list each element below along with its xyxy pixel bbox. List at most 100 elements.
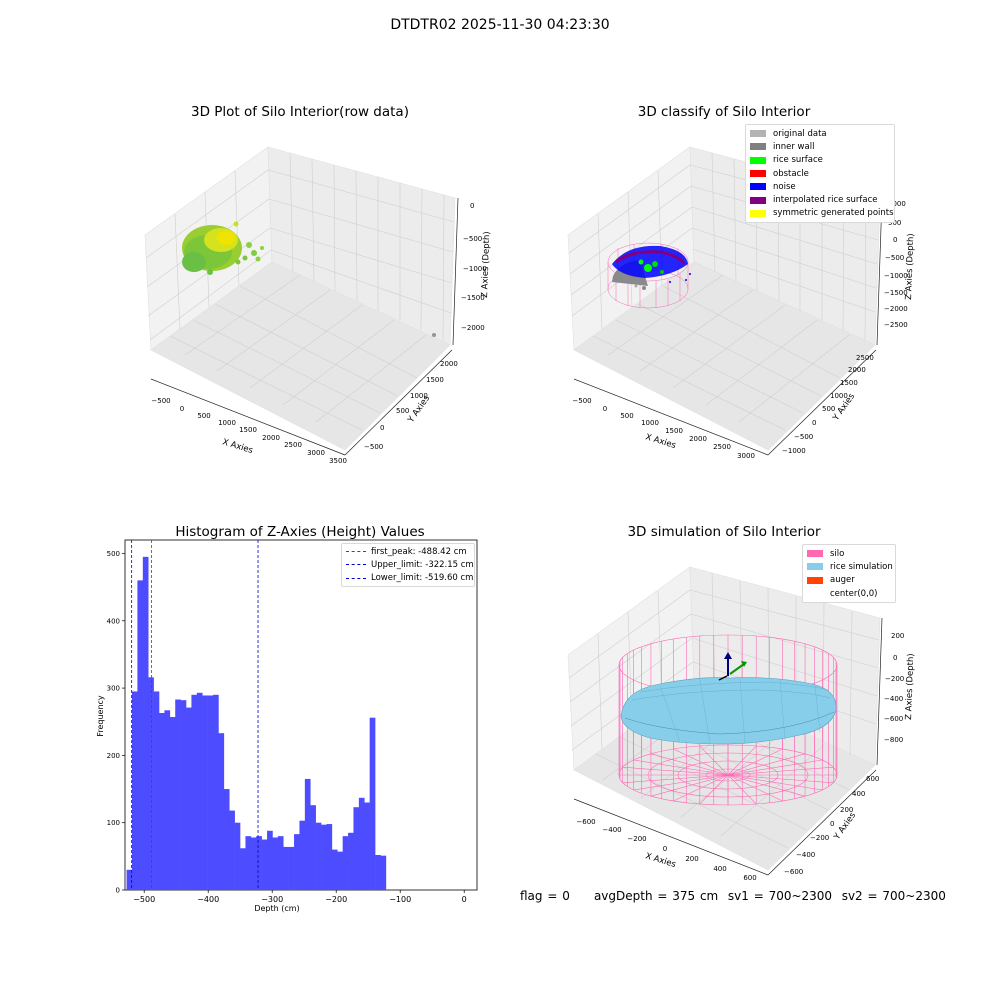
p4-ytick-4: 200 (840, 806, 853, 814)
histogram-bar (304, 778, 311, 890)
histogram-bar (202, 695, 208, 890)
panel4-3d-axes: −600 −400 −200 0 200 400 600 −600 −400 −… (567, 566, 916, 882)
legend-item-rice-surface: rice surface (746, 154, 894, 167)
legend-item-original: original data (746, 127, 894, 140)
p1-xtick-7: 3000 (307, 449, 325, 457)
histogram-bar (326, 824, 333, 890)
p1-ytick-4: 1500 (426, 376, 444, 384)
panel3-histogram: 0 100 200 300 400 500 −500 −400 −300 −200 −100 0 D… (96, 539, 478, 913)
sv1-value: sv1 = 700~2300 (727, 889, 833, 903)
legend-swatch-auger (807, 576, 823, 584)
p2-xtick-5: 2000 (689, 435, 707, 443)
p4-xtick-5: 400 (713, 865, 726, 873)
histogram-bar (331, 849, 338, 890)
p4-xtick-1: −400 (602, 826, 621, 834)
silo-wire-spoke (622, 766, 729, 776)
silo-wire-spoke (650, 753, 729, 776)
p4-ytick-2: −200 (810, 834, 829, 842)
histogram-bar (240, 848, 246, 890)
p2-ytick-0: −1000 (782, 447, 806, 455)
silo-wire-spoke (727, 759, 823, 776)
p4-ztick-5: −800 (884, 736, 903, 744)
p1-ytick-1: 0 (380, 424, 384, 432)
p2-ztick-1: 500 (888, 219, 901, 227)
legend-swatch-rice-surface (750, 156, 766, 164)
p4-xtick-6: 600 (743, 874, 756, 882)
panel4-title: 3D simulation of Silo Interior (627, 524, 821, 540)
silo-wire-spoke (727, 748, 783, 776)
panel4-tick-labels: −600 −400 −200 0 200 400 600 −600 −400 −… (576, 632, 904, 882)
histogram-bar (272, 837, 279, 890)
panel2-legend: original data inner wall rice surface ob… (745, 124, 895, 224)
histogram-bar (337, 851, 343, 890)
p1-ytick-3: 1000 (410, 392, 428, 400)
histogram-bar (375, 855, 381, 890)
histogram-bar (159, 712, 165, 890)
p4-ztick-0: 200 (891, 632, 904, 640)
legend-item-lower-limit: Lower_limit: -519.60 cm (342, 572, 474, 585)
sv2-value: sv2 = 700~2300 (841, 889, 946, 903)
silo-wire-spoke (673, 774, 729, 802)
panel1-title: 3D Plot of Silo Interior(row data) (191, 104, 409, 120)
histogram-bar (348, 832, 354, 890)
histogram-xtick-label: −200 (325, 895, 347, 904)
histogram-legend: first_peak: -488.42 cm Upper_limit: -322… (341, 543, 475, 587)
legend-item-silo: silo (803, 547, 895, 560)
histogram-bar (277, 836, 284, 890)
p2-ytick-4: 1000 (830, 392, 848, 400)
p1-xtick-0: −500 (151, 397, 170, 405)
histogram-bar (213, 694, 219, 890)
histogram-bar (196, 692, 203, 890)
panel2-title: 3D classify of Silo Interior (637, 104, 811, 120)
silo-wire-spoke (727, 774, 806, 797)
p1-xtick-4: 1500 (239, 426, 257, 434)
histogram-bar (137, 580, 144, 890)
silo-wire-spoke (650, 774, 729, 797)
histogram-xtick-label: −100 (389, 895, 411, 904)
p1-zlabel: Z Axies (Depth) (480, 231, 492, 298)
p1-xtick-6: 2500 (284, 441, 302, 449)
silo-wire-spoke (673, 748, 729, 776)
histogram-bar (148, 677, 154, 890)
histogram-bar (180, 700, 187, 890)
p2-xtick-4: 1500 (665, 427, 683, 435)
histogram-ytick-label: 500 (107, 550, 120, 558)
p2-ztick-5: −1500 (884, 289, 908, 297)
p2-ztick-3: −500 (885, 254, 904, 262)
panel1-tick-labels: −500 0 500 1000 1500 2000 2500 3000 3500… (151, 202, 486, 465)
histogram-ytick-label: 400 (107, 617, 120, 625)
silo-wire-spoke (622, 774, 729, 784)
p2-ytick-2: 0 (812, 419, 816, 427)
legend-item-obstacle: obstacle (746, 167, 894, 180)
panel4-legend: silo rice simulation auger center(0,0) (802, 544, 896, 604)
flag-value: flag = 0 (520, 889, 570, 903)
p2-ytick-1: −500 (794, 433, 813, 441)
p4-ztick-3: −400 (884, 695, 903, 703)
histogram-bar (261, 839, 268, 890)
silo-wire-spoke (727, 774, 783, 802)
silo-wire-spoke (727, 766, 834, 776)
legend-line-upper-limit (346, 564, 366, 566)
histogram-bars (126, 556, 387, 890)
p2-ytick-6: 2000 (848, 366, 866, 374)
histogram-bar (310, 805, 316, 890)
histogram-bar (234, 822, 241, 890)
p4-ylabel: Y Axies (832, 810, 859, 842)
p4-ztick-2: −200 (885, 675, 904, 683)
p1-xtick-3: 1000 (218, 419, 236, 427)
p4-ytick-6: 600 (866, 775, 879, 783)
p1-xtick-8: 3500 (329, 457, 347, 465)
silo-wire-spoke (727, 774, 834, 784)
p2-xtick-1: 0 (603, 405, 607, 413)
p2-xtick-7: 3000 (737, 452, 755, 460)
p4-xtick-0: −600 (576, 818, 595, 826)
histogram-bar (353, 807, 360, 890)
legend-swatch-noise (750, 183, 766, 191)
histogram-bar (191, 694, 198, 890)
p4-ztick-4: −600 (884, 715, 903, 723)
p1-xtick-2: 500 (197, 412, 210, 420)
p4-xtick-4: 200 (685, 855, 698, 863)
legend-item-auger: auger (803, 574, 895, 587)
p2-zlabel: Z Axies (Depth) (904, 233, 916, 300)
